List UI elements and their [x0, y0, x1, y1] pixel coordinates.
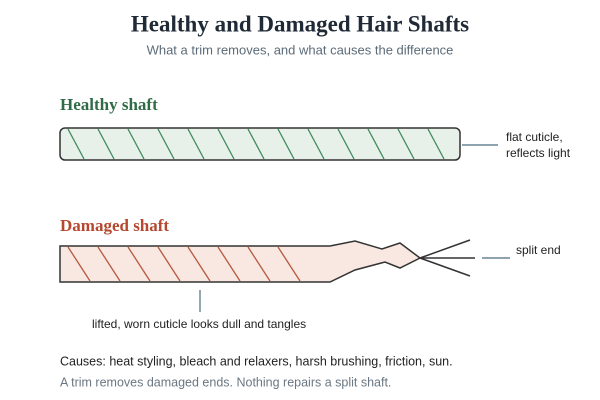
cuticle-scale [127, 128, 145, 160]
damaged-shaft [59, 240, 422, 283]
split-strand [419, 257, 471, 277]
cuticle-scale [247, 246, 271, 282]
cuticle-scale [127, 246, 151, 282]
cuticle-scale [427, 128, 445, 160]
cuticle-scale [397, 128, 415, 160]
healthy-note: reflects light [506, 146, 571, 160]
healthy-cuticle [59, 127, 461, 161]
causes: Causes: heat styling, bleach and relaxer… [60, 354, 453, 368]
cuticle-scale [67, 246, 91, 282]
cuticle-scale [97, 246, 121, 282]
cuticle-note: lifted, worn cuticle looks dull and tang… [92, 317, 306, 331]
healthy-label: Healthy shaft [60, 95, 158, 114]
cuticle-scale [187, 128, 205, 160]
cuticle-scale [337, 128, 355, 160]
cuticle-scale [307, 128, 325, 160]
cuticle-scale [217, 246, 241, 282]
cuticle-scale [97, 128, 115, 160]
healthy-shaft [59, 127, 461, 161]
cuticle-scale [277, 128, 295, 160]
damaged-cuticle [59, 240, 422, 283]
cuticle-scale [277, 246, 301, 282]
title: Healthy and Damaged Hair Shafts [131, 11, 469, 36]
damaged-label: Damaged shaft [60, 216, 169, 235]
cuticle-scale [367, 128, 385, 160]
cuticle-scale [157, 128, 175, 160]
cuticle-scale [187, 246, 211, 282]
subtitle: What a trim removes, and what causes the… [147, 42, 454, 57]
cuticle-scale [217, 128, 235, 160]
cuticle-scale [247, 128, 265, 160]
split-strand [419, 239, 471, 259]
cuticle-scale [157, 246, 181, 282]
footer-note: A trim removes damaged ends. Nothing rep… [60, 375, 391, 389]
cuticle-scale [67, 128, 85, 160]
healthy-note: flat cuticle, [506, 130, 563, 144]
split-note: split end [516, 243, 561, 257]
